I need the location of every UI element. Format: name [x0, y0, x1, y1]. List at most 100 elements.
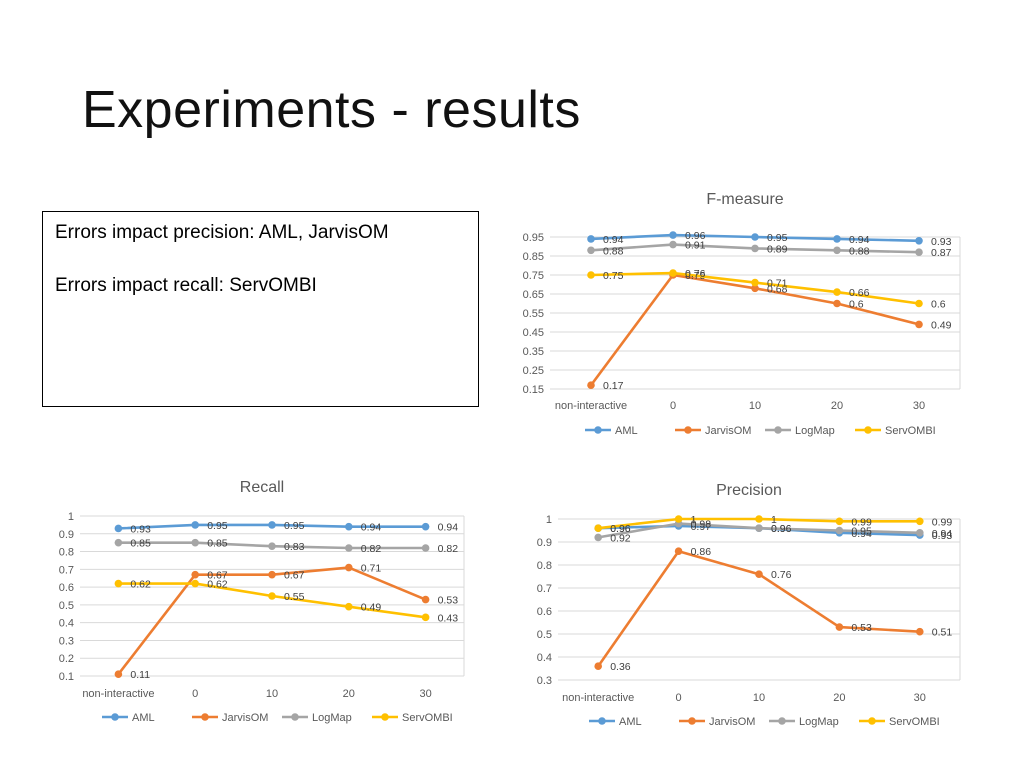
- recall-chart: Recall 1 0.9 0.8 0.7 0.6 0.5 0.4 0.3 0.2 0.1 non-in…: [59, 479, 465, 724]
- precision-data-label: 0.94: [932, 528, 953, 540]
- precision-data-label: 0.96: [610, 523, 631, 535]
- recall-point-jarvisom: [268, 570, 276, 579]
- recall-ytick-label: 0.1: [59, 671, 74, 683]
- recall-legend-marker-logmap: [291, 713, 299, 721]
- fmeasure-legend-marker-servombi: [864, 426, 872, 434]
- precision-xtick-label: non-interactive: [562, 692, 634, 704]
- recall-data-label: 0.49: [361, 602, 382, 614]
- fmeasure-data-label: 0.88: [603, 245, 624, 257]
- fmeasure-point-aml: [669, 231, 677, 239]
- fmeasure-data-label: 0.96: [685, 230, 706, 242]
- fmeasure-point-servombi: [751, 278, 759, 287]
- fmeasure-point-servombi: [915, 299, 923, 308]
- recall-point-servombi: [114, 579, 123, 588]
- precision-data-label: 0.99: [932, 516, 953, 528]
- recall-data-label: 0.95: [207, 520, 228, 532]
- precision-point-jarvisom: [835, 623, 844, 631]
- recall-point-aml: [345, 522, 353, 531]
- recall-legend-label: ServOMBI: [402, 712, 453, 724]
- recall-point-servombi: [421, 613, 430, 622]
- fmeasure-point-jarvisom: [587, 381, 595, 389]
- fmeasure-xtick-label: non-interactive: [555, 400, 627, 412]
- fmeasure-data-label: 0.71: [767, 278, 788, 290]
- recall-data-label: 0.83: [284, 541, 305, 553]
- fmeasure-ytick-label: 0.45: [523, 327, 544, 339]
- fmeasure-point-aml: [915, 237, 923, 245]
- recall-legend-marker-aml: [111, 713, 119, 721]
- recall-point-servombi: [191, 579, 199, 588]
- recall-legend-marker-servombi: [381, 713, 389, 721]
- recall-point-jarvisom: [114, 670, 123, 679]
- fmeasure-data-label: 0.93: [931, 236, 952, 248]
- recall-ytick-label: 0.8: [59, 547, 74, 559]
- fmeasure-data-label: 0.87: [931, 247, 952, 259]
- precision-data-label: 0.53: [851, 622, 872, 634]
- recall-data-label: 0.85: [207, 538, 228, 550]
- precision-point-jarvisom: [916, 627, 924, 636]
- precision-data-label: 1: [691, 514, 697, 526]
- recall-data-label: 0.67: [207, 570, 228, 582]
- fmeasure-data-label: 0.94: [603, 234, 624, 246]
- fmeasure-ytick-label: 0.15: [523, 384, 544, 396]
- precision-ytick-label: 0.6: [537, 606, 552, 618]
- fmeasure-data-label: 0.66: [849, 287, 870, 299]
- precision-series-line-jarvisom: [597, 549, 920, 667]
- recall-data-label: 0.71: [361, 563, 382, 575]
- fmeasure-data-label: 0.88: [849, 245, 870, 257]
- fmeasure-legend-marker-logmap: [774, 426, 782, 434]
- recall-data-label: 0.53: [438, 595, 459, 607]
- fmeasure-legend-label: LogMap: [795, 425, 835, 437]
- fmeasure-xtick-label: 20: [831, 400, 843, 412]
- recall-point-aml: [191, 521, 199, 529]
- precision-ytick-label: 0.4: [537, 652, 552, 664]
- fmeasure-legend-marker-jarvisom: [684, 426, 692, 434]
- recall-point-servombi: [345, 602, 353, 611]
- precision-data-label: 0.95: [851, 526, 872, 538]
- precision-data-label: 0.76: [771, 569, 792, 581]
- precision-point-jarvisom: [755, 570, 763, 578]
- precision-data-label: 0.98: [691, 519, 712, 531]
- fmeasure-data-label: 0.91: [685, 240, 706, 252]
- fmeasure-ytick-label: 0.55: [523, 308, 544, 320]
- fmeasure-point-jarvisom: [833, 299, 841, 308]
- precision-legend-marker-jarvisom: [688, 717, 696, 725]
- precision-ytick-label: 0.9: [537, 537, 552, 549]
- fmeasure-point-logmap: [669, 240, 677, 249]
- fmeasure-point-servombi: [833, 288, 841, 296]
- recall-point-jarvisom: [191, 570, 199, 579]
- fmeasure-xtick-label: 10: [749, 400, 761, 412]
- recall-data-label: 0.62: [207, 579, 228, 591]
- precision-legend-marker-aml: [598, 717, 606, 725]
- precision-point-logmap: [835, 526, 844, 535]
- fmeasure-data-label: 0.6: [849, 299, 864, 311]
- fmeasure-chart: F-measure 0.95 0.85 0.75 0.65 0.55 0.45 0.35 0.2…: [523, 191, 961, 437]
- recall-ytick-label: 0.6: [59, 582, 74, 594]
- precision-ytick-label: 0.8: [537, 560, 552, 572]
- precision-chart: Precision 1 0.9 0.8 0.7 0.6 0.5 0.4 0.3 non-inter…: [537, 482, 961, 728]
- precision-xtick-label: 20: [833, 692, 845, 704]
- fmeasure-data-label: 0.17: [603, 380, 624, 392]
- recall-data-label: 0.82: [438, 543, 459, 555]
- recall-point-logmap: [114, 538, 123, 547]
- fmeasure-data-label: 0.95: [767, 232, 788, 244]
- precision-point-servombi: [674, 515, 683, 523]
- precision-data-label: 0.51: [932, 627, 953, 639]
- recall-data-label: 0.85: [130, 538, 151, 550]
- recall-data-label: 0.93: [130, 523, 151, 535]
- recall-point-logmap: [268, 542, 276, 551]
- precision-data-label: 0.86: [691, 546, 712, 558]
- recall-legend-label: LogMap: [312, 712, 352, 724]
- fmeasure-legend-label: AML: [615, 425, 638, 437]
- recall-legend-label: AML: [132, 712, 155, 724]
- fmeasure-point-jarvisom: [751, 284, 759, 293]
- precision-xtick-label: 0: [676, 692, 682, 704]
- recall-point-logmap: [421, 544, 430, 552]
- fmeasure-ytick-label: 0.75: [523, 270, 544, 282]
- precision-data-label: 0.99: [851, 516, 872, 528]
- recall-data-label: 0.94: [438, 522, 459, 534]
- precision-data-label: 0.96: [771, 523, 792, 535]
- precision-ytick-label: 0.3: [537, 675, 552, 687]
- fmeasure-ytick-label: 0.95: [523, 232, 544, 244]
- recall-ytick-label: 0.7: [59, 564, 74, 576]
- fmeasure-xtick-label: 30: [913, 400, 925, 412]
